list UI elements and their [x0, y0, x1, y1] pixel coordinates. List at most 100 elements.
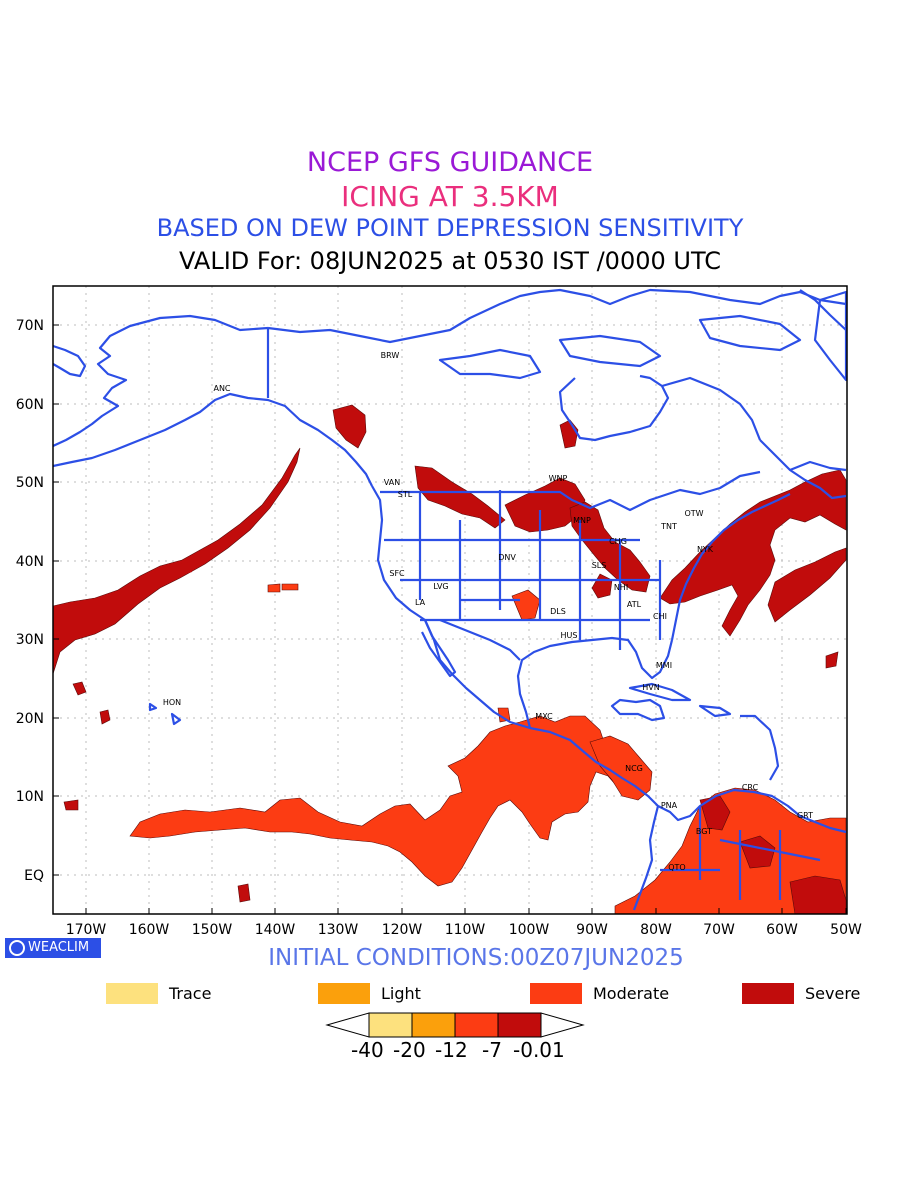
station-label-chg: CHG: [609, 537, 627, 546]
legend-label-severe: Severe: [805, 984, 861, 1003]
station-label-dls: DLS: [550, 607, 566, 616]
title-line-3: BASED ON DEW POINT DEPRESSION SENSITIVIT…: [156, 214, 744, 242]
title-line-1: NCEP GFS GUIDANCE: [306, 147, 594, 178]
legend-label-light: Light: [381, 984, 421, 1003]
legend-swatch-severe: [742, 983, 794, 1004]
colorbar-left-arrow: [325, 1012, 370, 1038]
coast-hudson-bay: [558, 374, 670, 442]
legend-swatch-light: [318, 983, 370, 1004]
station-label-sls: SLS: [592, 561, 607, 570]
station-label-la: LA: [415, 598, 426, 607]
coast-alaska: [53, 314, 269, 447]
longitude-label: 90W: [576, 922, 608, 938]
colorbar-tick-3: -12: [435, 1038, 468, 1062]
longitude-label: 110W: [445, 922, 486, 938]
station-label-anc: ANC: [213, 384, 230, 393]
station-label-mnp: MNP: [573, 516, 591, 525]
longitude-label: 140W: [255, 922, 296, 938]
longitude-label: 50W: [830, 922, 862, 938]
icing-area-pacific-band: [53, 447, 301, 675]
longitude-label: 150W: [192, 922, 233, 938]
station-label-chi: CHI: [653, 612, 667, 621]
longitude-label: 60W: [766, 922, 798, 938]
coastlines: [53, 288, 847, 911]
colorbar-cell: [411, 1012, 456, 1038]
map-contents: ANC BRW VAN STL WNP MNP OTW TNT NYK CHG DNV SFC LVG L…: [53, 288, 847, 914]
icing-area-alaska: [332, 404, 367, 449]
station-label-tnt: TNT: [660, 522, 677, 531]
latitude-labels: 70N 60N 50N 40N 30N 20N 10N EQ: [16, 318, 59, 884]
legend-swatch-trace: [106, 983, 158, 1004]
longitude-label: 120W: [382, 922, 423, 938]
icing-area-great-lakes: [569, 501, 651, 593]
legend-label-moderate: Moderate: [593, 984, 670, 1003]
station-label-dnv: DNV: [498, 553, 516, 562]
station-label-nhi: NHI: [614, 583, 628, 592]
icing-area-itcz: [129, 715, 636, 887]
coast-gulf: [516, 636, 674, 729]
legend-label-trace: Trace: [169, 984, 212, 1003]
icing-areas: [53, 404, 847, 914]
colorbar-tick-2: -20: [393, 1038, 426, 1062]
latitude-label: 60N: [16, 397, 44, 413]
station-label-lvg: LVG: [433, 582, 448, 591]
coast-west-us: [371, 485, 659, 807]
icing-area-south-america: [614, 787, 847, 914]
coast-east-us: [670, 493, 791, 641]
station-label-hvn: HVN: [642, 683, 659, 692]
latitude-label: 50N: [16, 475, 44, 491]
station-label-brw: BRW: [381, 351, 400, 360]
station-label-sfc: SFC: [389, 569, 405, 578]
station-label-pna: PNA: [661, 801, 678, 810]
station-label-stl: STL: [398, 490, 413, 499]
station-label-hon: HON: [163, 698, 181, 707]
longitude-label: 130W: [318, 922, 359, 938]
colorbar-cell: [454, 1012, 499, 1038]
coast-south-america: [632, 805, 660, 911]
latitude-label: EQ: [24, 868, 44, 884]
longitude-label: 80W: [640, 922, 672, 938]
longitude-label: 100W: [509, 922, 550, 938]
longitude-label: 70W: [703, 922, 735, 938]
longitude-labels: 170W 160W 150W 140W 130W 120W 110W 100W 90W 80W 70…: [66, 908, 862, 938]
station-label-mmi: MMI: [656, 661, 672, 670]
station-label-bgt: BGT: [696, 827, 712, 836]
colorbar-cell: [497, 1012, 542, 1038]
colorbar-tick-4: -7: [482, 1038, 502, 1062]
icing-area-canada: [414, 465, 506, 529]
station-label-ncg: NCG: [625, 764, 643, 773]
title-line-4: VALID For: 08JUN2025 at 0530 IST /0000 U…: [179, 247, 721, 275]
colorbar-tick-5: -0.01: [513, 1038, 565, 1062]
weaclim-badge: WEACLIM: [5, 938, 101, 958]
latitude-label: 40N: [16, 554, 44, 570]
station-labels: ANC BRW VAN STL WNP MNP OTW TNT NYK CHG DNV SFC LVG L…: [163, 351, 813, 872]
station-label-mxc: MXC: [535, 712, 553, 721]
latitude-label: 30N: [16, 632, 44, 648]
colorbar-tick-1: -40: [351, 1038, 384, 1062]
longitude-label: 170W: [66, 922, 107, 938]
station-label-qto: QTO: [668, 863, 685, 872]
station-label-hus: HUS: [561, 631, 578, 640]
weaclim-logo-icon: [9, 940, 25, 956]
initial-conditions: INITIAL CONDITIONS:00Z07JUN2025: [268, 945, 684, 971]
station-label-grt: GRT: [797, 811, 813, 820]
icing-area-atlantic: [659, 469, 847, 637]
map-frame: [52, 285, 848, 915]
station-label-van: VAN: [384, 478, 400, 487]
title-line-2: ICING AT 3.5KM: [341, 180, 559, 213]
station-label-otw: OTW: [684, 509, 703, 518]
latitude-label: 20N: [16, 711, 44, 727]
station-label-wnp: WNP: [549, 474, 568, 483]
station-label-nyk: NYK: [697, 545, 714, 554]
station-label-crc: CRC: [742, 783, 759, 792]
colorbar-cell: [368, 1012, 413, 1038]
longitude-label: 160W: [129, 922, 170, 938]
badge-label: WEACLIM: [28, 940, 90, 955]
colorbar-right-arrow: [540, 1012, 585, 1038]
latitude-label: 70N: [16, 318, 44, 334]
legend-swatch-moderate: [530, 983, 582, 1004]
latitude-label: 10N: [16, 789, 44, 805]
station-label-atl: ATL: [627, 600, 642, 609]
color-bar: [325, 1012, 585, 1038]
